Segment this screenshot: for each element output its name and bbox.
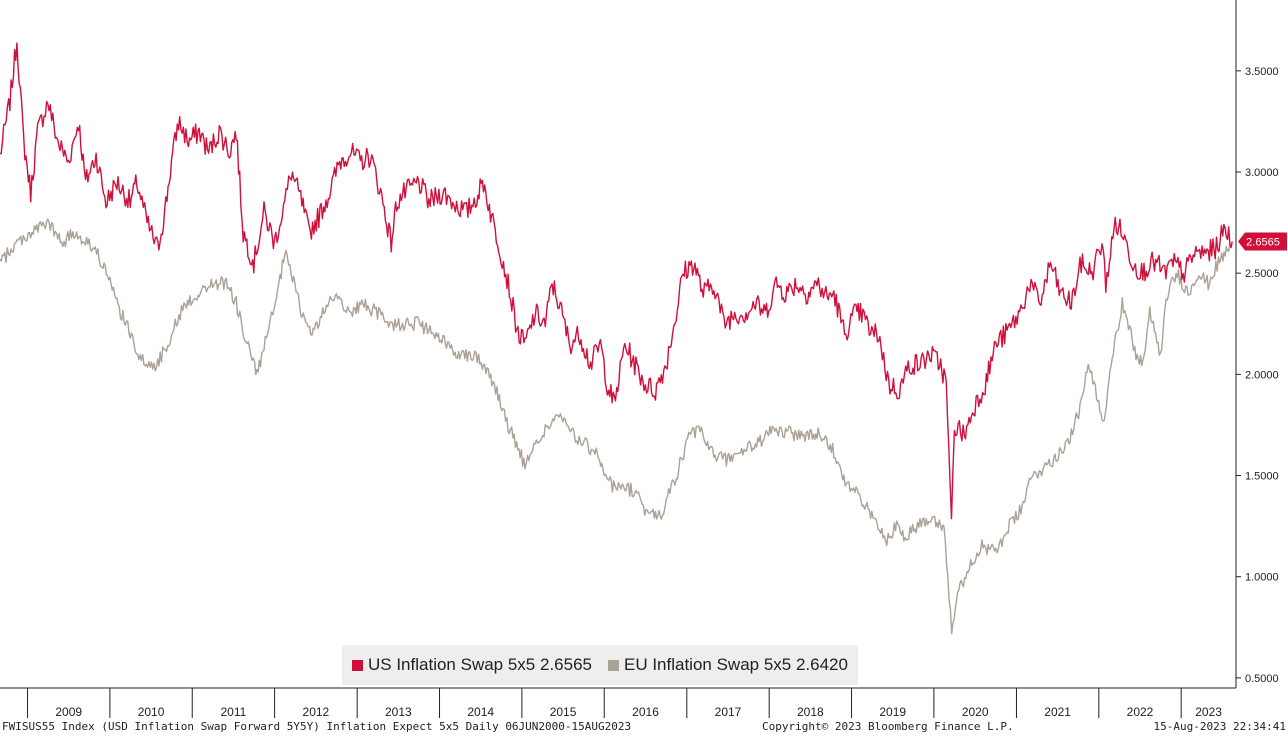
legend-label-eu: EU Inflation Swap 5x5 2.6420 <box>623 655 848 674</box>
x-tick-label: 2022 <box>1127 705 1154 719</box>
x-tick-label: 2015 <box>550 705 577 719</box>
y-tick-label: 1.5000 <box>1245 471 1279 483</box>
x-tick-label: 2013 <box>385 705 412 719</box>
last-value-tags: 2.6565 <box>1238 232 1287 251</box>
x-tick-label: 2011 <box>221 705 247 719</box>
year-axis-bands <box>27 688 1182 718</box>
y-tick-label: 3.0000 <box>1245 167 1279 179</box>
footer-source: FWISUS55 Index (USD Inflation Swap Forwa… <box>2 720 632 733</box>
x-tick-label: 2012 <box>303 705 330 719</box>
legend-item-eu: EU Inflation Swap 5x5 2.6420 <box>607 655 848 675</box>
footer-timestamp: 15-Aug-2023 22:34:41 <box>1153 720 1286 733</box>
y-tick-label: 0.5000 <box>1245 673 1279 685</box>
us-last-value-bg <box>1238 232 1287 251</box>
us-series-line <box>0 42 1233 520</box>
x-tick-label: 2021 <box>1044 705 1071 719</box>
x-tick-label: 2009 <box>55 705 82 719</box>
x-tick-label: 2016 <box>632 705 659 719</box>
y-tick-label: 1.0000 <box>1245 572 1279 584</box>
x-tick-label: 2019 <box>879 705 906 719</box>
footer-copyright: Copyright© 2023 Bloomberg Finance L.P. <box>762 720 1014 733</box>
x-tick-label: 2023 <box>1195 705 1222 719</box>
x-tick-label: 2017 <box>715 705 742 719</box>
x-axis-ticks: 2009 2010 2011 2012 2013 2014 2015 2016 2017 2018… <box>55 705 1222 719</box>
x-tick-label: 2018 <box>797 705 824 719</box>
us-swatch-icon <box>352 659 363 671</box>
x-tick-label: 2014 <box>467 705 494 719</box>
y-axis-ticks: 0.5000 1.0000 1.5000 2.0000 2.5000 3.0000 3.50… <box>1236 66 1279 685</box>
x-tick-label: 2010 <box>138 705 165 719</box>
series-lines <box>0 42 1233 635</box>
legend-label-us: US Inflation Swap 5x5 2.6565 <box>368 655 592 674</box>
eu-swatch-icon <box>607 659 619 671</box>
legend-item-us: US Inflation Swap 5x5 2.6565 <box>352 655 592 675</box>
us-last-value-tag: 2.6565 <box>1238 232 1287 251</box>
legend: US Inflation Swap 5x5 2.6565 EU Inflatio… <box>342 645 858 685</box>
y-tick-label: 2.5000 <box>1245 268 1279 280</box>
y-tick-label: 3.5000 <box>1245 66 1279 78</box>
chart-area: 0.5000 1.0000 1.5000 2.0000 2.5000 3.0000 3.50… <box>0 0 1287 719</box>
x-tick-label: 2020 <box>962 705 989 719</box>
eu-series-line <box>0 218 1233 635</box>
us-last-value-label: 2.6565 <box>1246 237 1280 249</box>
y-tick-label: 2.0000 <box>1245 369 1279 381</box>
